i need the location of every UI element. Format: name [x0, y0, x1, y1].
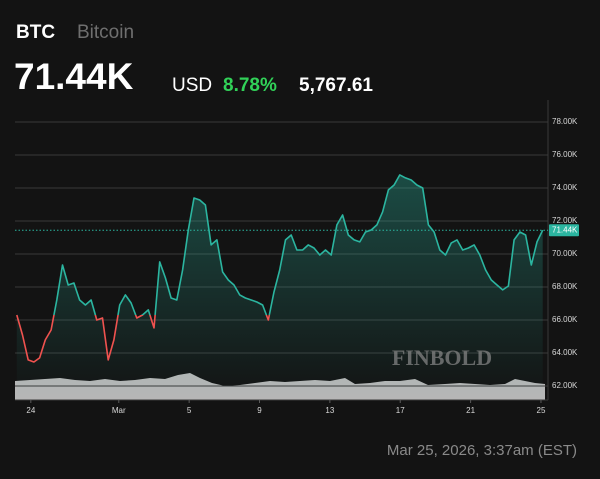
price-line: [16, 174, 544, 363]
x-tick-label: 17: [396, 406, 405, 415]
price: 71.44K: [14, 56, 134, 97]
change-value: 5,767.61: [299, 75, 373, 96]
y-tick-label: 70.00K: [552, 249, 578, 258]
area: [16, 174, 543, 400]
y-tick-label: 74.00K: [552, 183, 578, 192]
watermark: FINBOLD: [392, 345, 492, 370]
y-tick-label: 62.00K: [552, 381, 578, 390]
coin-name: Bitcoin: [77, 22, 134, 43]
symbol: BTC: [16, 22, 55, 43]
x-tick-label: 5: [187, 406, 192, 415]
y-tick-label: 78.00K: [552, 117, 578, 126]
y-tick-label: 64.00K: [552, 348, 578, 357]
x-tick-label: 9: [257, 406, 262, 415]
last-price-badge: [549, 224, 579, 237]
x-tick-label: 13: [325, 406, 334, 415]
y-tick-label: 72.00K: [552, 216, 578, 225]
x-tick-label: 21: [466, 406, 475, 415]
x-tick-label: Mar: [112, 406, 126, 415]
last-price-label: 71.44K: [552, 225, 578, 234]
x-tick-label: 25: [537, 406, 546, 415]
x-tick-label: 24: [26, 406, 35, 415]
currency: USD: [172, 75, 212, 96]
change-percent: 8.78%: [223, 75, 277, 96]
y-tick-label: 68.00K: [552, 282, 578, 291]
timestamp: Mar 25, 2026, 3:37am (EST): [387, 442, 577, 459]
y-tick-label: 76.00K: [552, 150, 578, 159]
y-tick-label: 66.00K: [552, 315, 578, 324]
